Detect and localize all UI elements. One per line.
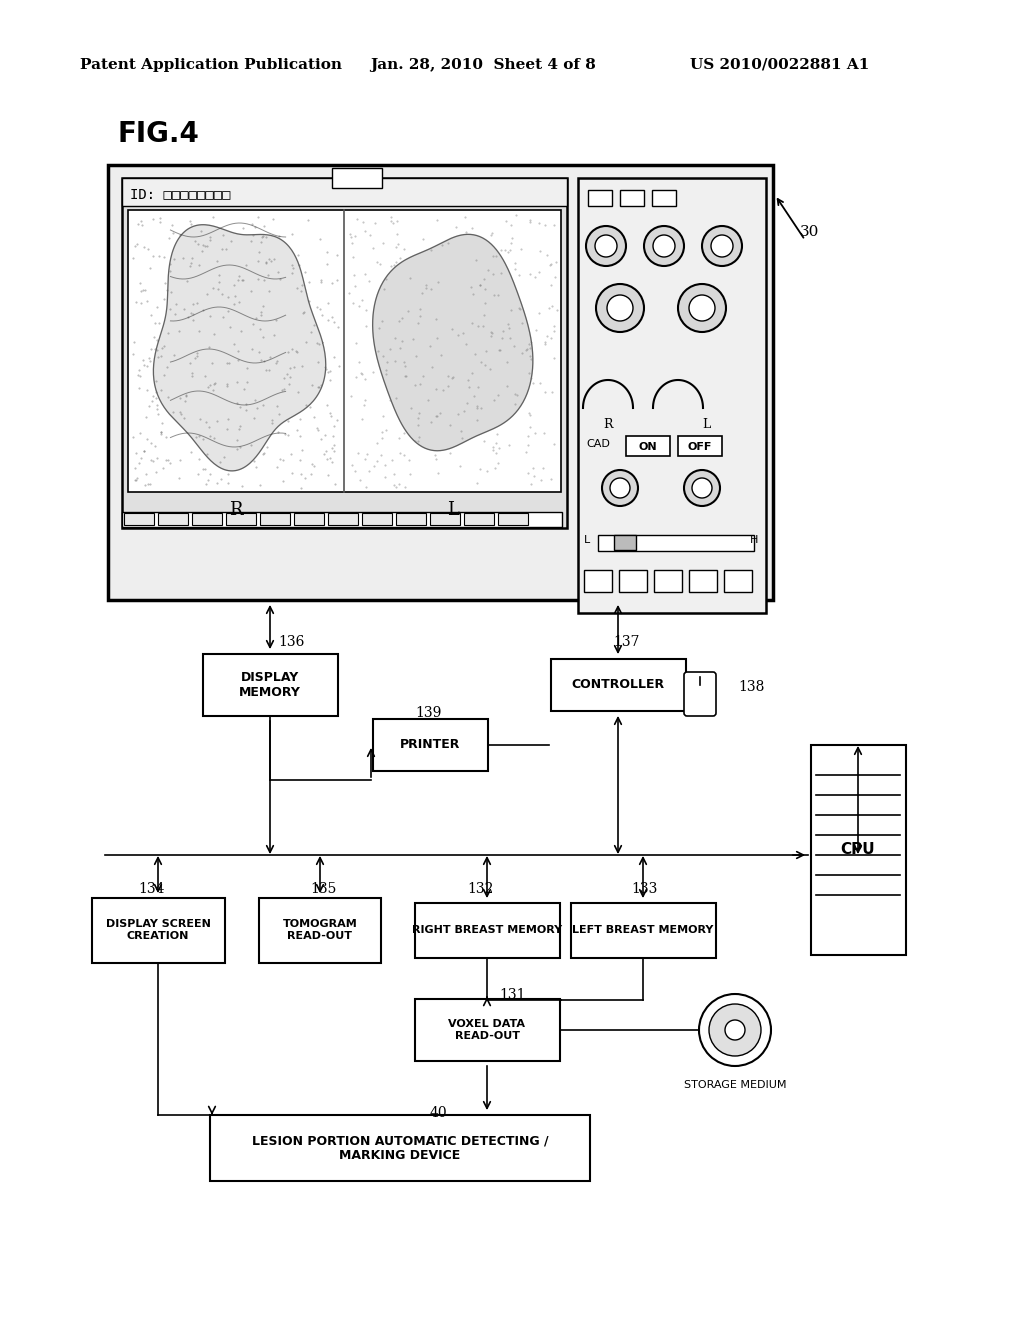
Text: TOMOGRAM
READ-OUT: TOMOGRAM READ-OUT <box>283 919 357 941</box>
Bar <box>373 719 487 771</box>
Bar <box>158 513 188 525</box>
Circle shape <box>653 235 675 257</box>
Circle shape <box>610 478 630 498</box>
Text: 133: 133 <box>631 882 657 896</box>
Bar <box>128 210 561 492</box>
Text: CPU: CPU <box>841 842 876 858</box>
Bar <box>620 190 644 206</box>
Bar <box>332 168 382 187</box>
Text: 135: 135 <box>310 882 336 896</box>
Text: Patent Application Publication: Patent Application Publication <box>80 58 342 73</box>
Text: LEFT BREAST MEMORY: LEFT BREAST MEMORY <box>572 925 714 935</box>
Bar <box>430 513 460 525</box>
Bar <box>122 512 562 527</box>
Bar <box>584 570 612 591</box>
Text: H: H <box>750 535 758 545</box>
Bar <box>415 999 559 1061</box>
Polygon shape <box>373 235 532 450</box>
Bar <box>193 513 222 525</box>
Text: 139: 139 <box>415 706 441 719</box>
Bar <box>210 1115 590 1181</box>
Circle shape <box>602 470 638 506</box>
Bar <box>598 535 754 550</box>
Bar <box>260 513 290 525</box>
Bar <box>259 898 381 962</box>
Bar <box>464 513 494 525</box>
Bar <box>724 570 752 591</box>
Text: VOXEL DATA
READ-OUT: VOXEL DATA READ-OUT <box>449 1019 525 1040</box>
Circle shape <box>692 478 712 498</box>
Bar <box>124 513 154 525</box>
Circle shape <box>699 994 771 1067</box>
Bar <box>294 513 324 525</box>
Bar <box>618 570 647 591</box>
Bar <box>498 513 528 525</box>
Text: LESION PORTION AUTOMATIC DETECTING /
MARKING DEVICE: LESION PORTION AUTOMATIC DETECTING / MAR… <box>252 1134 548 1162</box>
Circle shape <box>702 226 742 267</box>
Text: 134: 134 <box>138 882 165 896</box>
Circle shape <box>709 1005 761 1056</box>
Circle shape <box>678 284 726 333</box>
Text: PRINTER: PRINTER <box>399 738 460 751</box>
Circle shape <box>711 235 733 257</box>
Text: US 2010/0022881 A1: US 2010/0022881 A1 <box>690 58 869 73</box>
Circle shape <box>684 470 720 506</box>
Bar <box>652 190 676 206</box>
Text: R: R <box>603 418 612 432</box>
Text: L: L <box>584 535 590 545</box>
Bar <box>654 570 682 591</box>
Bar <box>678 436 722 455</box>
Bar <box>396 513 426 525</box>
Text: 137: 137 <box>613 635 640 649</box>
Bar <box>551 659 685 711</box>
Text: OFF: OFF <box>688 442 712 451</box>
Text: Jan. 28, 2010  Sheet 4 of 8: Jan. 28, 2010 Sheet 4 of 8 <box>370 58 596 73</box>
Text: 132: 132 <box>467 882 494 896</box>
Bar <box>614 535 636 550</box>
Text: 40: 40 <box>430 1106 447 1119</box>
Circle shape <box>586 226 626 267</box>
Bar <box>811 744 905 954</box>
Text: 136: 136 <box>278 635 304 649</box>
Text: 131: 131 <box>499 987 525 1002</box>
Text: 30: 30 <box>800 224 819 239</box>
Bar <box>91 898 224 962</box>
Bar <box>203 653 338 715</box>
Text: L: L <box>446 502 459 519</box>
Text: STORAGE MEDIUM: STORAGE MEDIUM <box>684 1080 786 1090</box>
Circle shape <box>689 294 715 321</box>
Circle shape <box>725 1020 745 1040</box>
Text: CAD: CAD <box>586 440 610 449</box>
Text: CONTROLLER: CONTROLLER <box>571 678 665 692</box>
Text: RIGHT BREAST MEMORY: RIGHT BREAST MEMORY <box>412 925 562 935</box>
Text: L: L <box>701 418 710 432</box>
Circle shape <box>596 284 644 333</box>
Polygon shape <box>154 224 326 471</box>
Text: R: R <box>229 502 243 519</box>
Text: DISPLAY SCREEN
CREATION: DISPLAY SCREEN CREATION <box>105 919 211 941</box>
Text: ON: ON <box>639 442 657 451</box>
Bar <box>122 178 567 206</box>
Bar <box>578 178 766 612</box>
Bar <box>122 178 567 528</box>
Circle shape <box>644 226 684 267</box>
Text: DISPLAY
MEMORY: DISPLAY MEMORY <box>239 671 301 700</box>
Bar <box>588 190 612 206</box>
FancyBboxPatch shape <box>684 672 716 715</box>
Circle shape <box>595 235 617 257</box>
Bar <box>570 903 716 957</box>
Bar <box>108 165 773 601</box>
Bar <box>328 513 358 525</box>
Text: 138: 138 <box>738 680 764 694</box>
Bar <box>626 436 670 455</box>
Bar <box>689 570 717 591</box>
Bar <box>226 513 256 525</box>
Circle shape <box>607 294 633 321</box>
Bar <box>415 903 559 957</box>
Bar <box>362 513 392 525</box>
Text: FIG.4: FIG.4 <box>118 120 200 148</box>
Text: ID: □□□□□□□□: ID: □□□□□□□□ <box>130 187 230 201</box>
